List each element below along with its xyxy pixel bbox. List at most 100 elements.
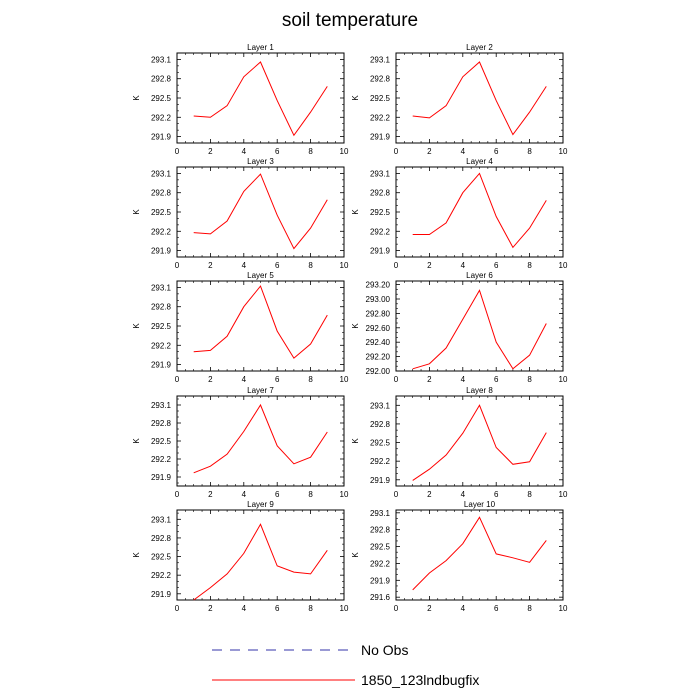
x-tick-label: 2 <box>208 490 213 499</box>
x-tick-label: 6 <box>275 375 280 384</box>
x-tick-label: 4 <box>461 604 466 613</box>
y-axis-label: K <box>351 95 360 101</box>
chart-title: soil temperature <box>282 10 418 31</box>
panel-title: Layer 10 <box>464 500 496 509</box>
y-axis-label: K <box>351 323 360 329</box>
x-tick-label: 8 <box>308 261 313 270</box>
y-axis-label: K <box>351 552 360 558</box>
x-tick-label: 8 <box>527 604 532 613</box>
y-axis-label: K <box>351 209 360 215</box>
x-tick-label: 6 <box>275 490 280 499</box>
x-tick-label: 8 <box>308 147 313 156</box>
x-tick-label: 6 <box>494 147 499 156</box>
series-line <box>193 173 328 250</box>
y-tick-label: 292.00 <box>366 367 391 376</box>
panel-title: Layer 2 <box>466 43 493 52</box>
plot-frame <box>176 395 345 487</box>
series-line <box>412 172 547 249</box>
x-tick-label: 8 <box>308 490 313 499</box>
legend-label-model: 1850_123lndbugfix <box>361 672 479 688</box>
x-tick-label: 2 <box>208 604 213 613</box>
x-tick-label: 10 <box>340 604 349 613</box>
x-tick-label: 10 <box>340 375 349 384</box>
y-tick-label: 291.9 <box>151 133 172 142</box>
y-tick-label: 292.5 <box>370 543 391 552</box>
y-tick-label: 292.5 <box>151 208 172 217</box>
series-line <box>193 403 328 474</box>
y-tick-label: 292.8 <box>370 526 391 535</box>
panel-title: Layer 6 <box>466 271 493 280</box>
y-tick-label: 292.8 <box>370 189 391 198</box>
x-tick-label: 4 <box>461 147 466 156</box>
x-tick-label: 6 <box>494 375 499 384</box>
x-tick-label: 10 <box>340 147 349 156</box>
y-tick-label: 292.5 <box>151 94 172 103</box>
x-tick-label: 4 <box>242 261 247 270</box>
y-tick-label: 292.2 <box>151 227 172 236</box>
y-tick-label: 293.00 <box>366 295 391 304</box>
x-tick-label: 2 <box>208 261 213 270</box>
x-tick-label: 4 <box>242 375 247 384</box>
series-line <box>193 523 328 601</box>
y-tick-label: 292.2 <box>151 341 172 350</box>
series-line <box>412 516 547 591</box>
legend-label-no-obs: No Obs <box>361 642 408 658</box>
plot-frame <box>395 395 564 487</box>
y-tick-label: 292.40 <box>366 338 391 347</box>
plot-frame <box>395 509 564 601</box>
y-tick-label: 292.5 <box>370 439 391 448</box>
panel-title: Layer 4 <box>466 157 493 166</box>
x-tick-label: 2 <box>427 261 432 270</box>
y-tick-label: 291.9 <box>151 473 172 482</box>
x-tick-label: 0 <box>394 261 399 270</box>
x-tick-label: 4 <box>461 261 466 270</box>
plot-frame <box>176 166 345 258</box>
x-tick-label: 10 <box>340 261 349 270</box>
y-tick-label: 292.2 <box>151 113 172 122</box>
y-tick-label: 293.1 <box>151 169 172 178</box>
y-tick-label: 292.2 <box>151 571 172 580</box>
y-tick-label: 292.8 <box>151 189 172 198</box>
x-tick-label: 2 <box>427 375 432 384</box>
y-tick-label: 291.6 <box>370 593 391 602</box>
panel-title: Layer 5 <box>247 271 274 280</box>
panel-layer-10: Layer 10 K 0 2 4 6 8 10 291.6 291.9 292.2 292.5 292.… <box>351 500 568 613</box>
series-line <box>193 285 328 359</box>
y-tick-label: 292.80 <box>366 309 391 318</box>
x-tick-label: 0 <box>175 261 180 270</box>
y-axis-label: K <box>132 552 141 558</box>
y-tick-label: 292.20 <box>366 353 391 362</box>
y-tick-label: 292.5 <box>151 437 172 446</box>
y-tick-label: 293.1 <box>370 169 391 178</box>
x-tick-label: 6 <box>494 261 499 270</box>
x-tick-label: 4 <box>461 375 466 384</box>
panel-layer-8: Layer 8 K 0 2 4 6 8 10 291.9 292.2 292.5 292.8 293.1 <box>351 386 568 499</box>
y-tick-label: 291.9 <box>370 576 391 585</box>
y-tick-label: 293.1 <box>151 515 172 524</box>
y-tick-label: 292.2 <box>370 227 391 236</box>
y-tick-label: 292.5 <box>151 322 172 331</box>
x-tick-label: 6 <box>494 604 499 613</box>
y-tick-label: 291.9 <box>151 247 172 256</box>
x-tick-label: 10 <box>559 375 568 384</box>
x-tick-label: 2 <box>427 604 432 613</box>
plot-frame <box>176 280 345 372</box>
y-tick-label: 292.5 <box>151 553 172 562</box>
x-tick-label: 4 <box>461 490 466 499</box>
x-tick-label: 0 <box>175 490 180 499</box>
x-tick-label: 0 <box>394 490 399 499</box>
y-tick-label: 291.9 <box>370 247 391 256</box>
y-tick-label: 293.1 <box>370 509 391 518</box>
panel-title: Layer 8 <box>466 386 493 395</box>
x-tick-label: 10 <box>559 490 568 499</box>
y-tick-label: 292.8 <box>151 303 172 312</box>
x-tick-label: 0 <box>175 375 180 384</box>
x-tick-label: 6 <box>494 490 499 499</box>
y-axis-label: K <box>132 95 141 101</box>
x-tick-label: 2 <box>427 147 432 156</box>
panel-title: Layer 1 <box>247 43 274 52</box>
y-tick-label: 292.8 <box>370 75 391 84</box>
y-tick-label: 292.8 <box>151 75 172 84</box>
x-tick-label: 0 <box>175 147 180 156</box>
